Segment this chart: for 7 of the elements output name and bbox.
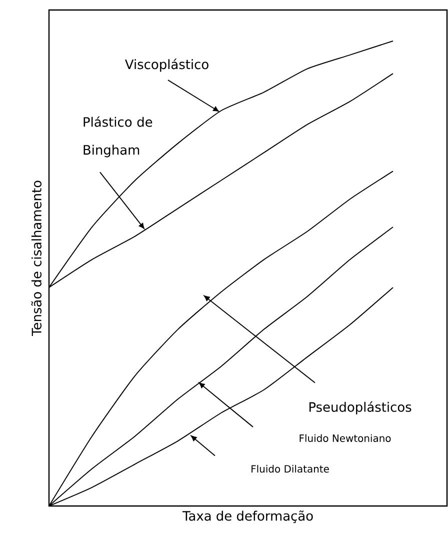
- y-axis-title: Tensão de cisalhamento: [31, 180, 42, 336]
- annotation: Fluido Dilatante: [252, 464, 329, 473]
- annotation: Fluido Newtoniano: [300, 434, 391, 442]
- x-axis-title: Taxa de deformação: [182, 510, 313, 524]
- text: Plástico de Bingham: [84, 116, 152, 158]
- annotation: Pseudoplásticos: [309, 401, 412, 414]
- annotation: Viscoplástico: [124, 58, 208, 72]
